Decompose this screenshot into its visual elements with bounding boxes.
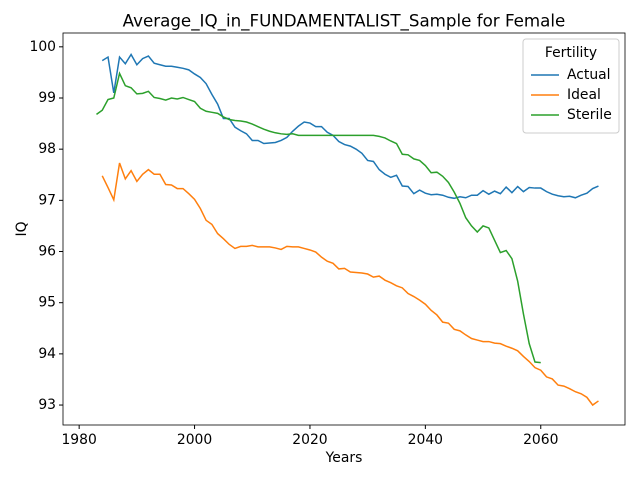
x-tick-label: 2000 xyxy=(177,432,212,448)
y-tick-label: 95 xyxy=(38,295,56,311)
y-axis-label: IQ xyxy=(14,221,30,236)
y-tick-label: 100 xyxy=(29,39,56,55)
y-tick-label: 96 xyxy=(38,244,56,260)
legend-label: Ideal xyxy=(567,87,601,103)
y-tick-label: 93 xyxy=(38,397,56,413)
x-tick-label: 2060 xyxy=(523,432,558,448)
y-tick-label: 97 xyxy=(38,192,56,208)
legend-label: Sterile xyxy=(567,107,612,123)
line-series xyxy=(101,162,599,407)
x-tick-label: 2040 xyxy=(408,432,443,448)
y-tick-label: 99 xyxy=(38,90,56,106)
chart-title: Average_IQ_in_FUNDAMENTALIST_Sample for … xyxy=(123,11,566,32)
x-tick-label: 1980 xyxy=(61,432,96,448)
line-series xyxy=(96,71,541,364)
x-tick-label: 2020 xyxy=(292,432,327,448)
y-tick-label: 94 xyxy=(38,346,56,362)
plot-frame xyxy=(62,32,626,426)
legend-title: Fertility xyxy=(545,45,597,61)
legend-label: Actual xyxy=(567,67,611,83)
x-axis-label: Years xyxy=(325,450,363,466)
line-series xyxy=(101,53,599,200)
y-tick-label: 98 xyxy=(38,141,56,157)
legend-box xyxy=(522,38,620,134)
